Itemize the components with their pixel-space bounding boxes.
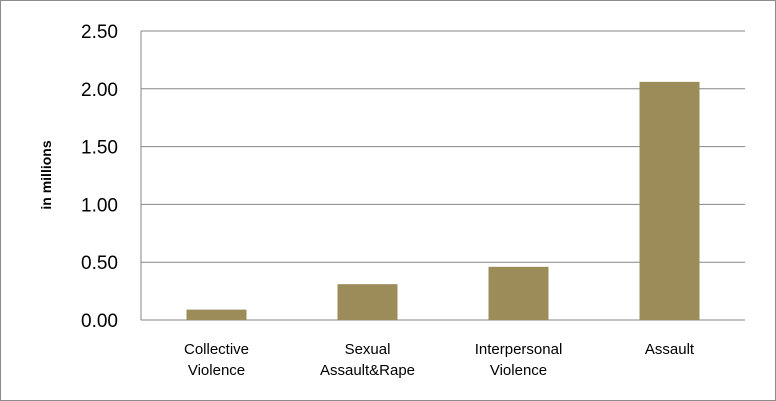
category-label: Collective Violence — [184, 341, 249, 379]
bars — [186, 81, 700, 320]
category-label-line: Violence — [490, 362, 547, 379]
category-label-line: Interpersonal — [475, 341, 563, 358]
category-label: Assault — [645, 341, 695, 358]
category-label-line: Sexual — [345, 341, 391, 358]
y-tick-label: 2.00 — [81, 80, 118, 101]
bar — [186, 309, 247, 320]
category-labels: Collective Violence Sexual Assault&Rape Inte… — [184, 341, 695, 379]
y-axis-label: in millions — [38, 140, 54, 209]
y-tick-labels: 0.00 0.50 1.00 1.50 2.00 2.50 — [81, 22, 118, 332]
y-tick-label: 1.50 — [81, 138, 118, 159]
bar — [337, 284, 398, 320]
y-tick-label: 0.50 — [81, 253, 118, 274]
y-tick-label: 2.50 — [81, 22, 118, 43]
category-label-line: Violence — [188, 362, 245, 379]
category-label: Interpersonal Violence — [475, 341, 563, 379]
y-tick-label: 0.00 — [81, 311, 118, 332]
bar — [488, 266, 549, 320]
category-label-line: Assault&Rape — [320, 362, 415, 379]
category-label-line: Collective — [184, 341, 249, 358]
y-tick-label: 1.00 — [81, 195, 118, 216]
category-label-line: Assault — [645, 341, 695, 358]
bar — [639, 81, 700, 320]
category-label: Sexual Assault&Rape — [320, 341, 415, 379]
